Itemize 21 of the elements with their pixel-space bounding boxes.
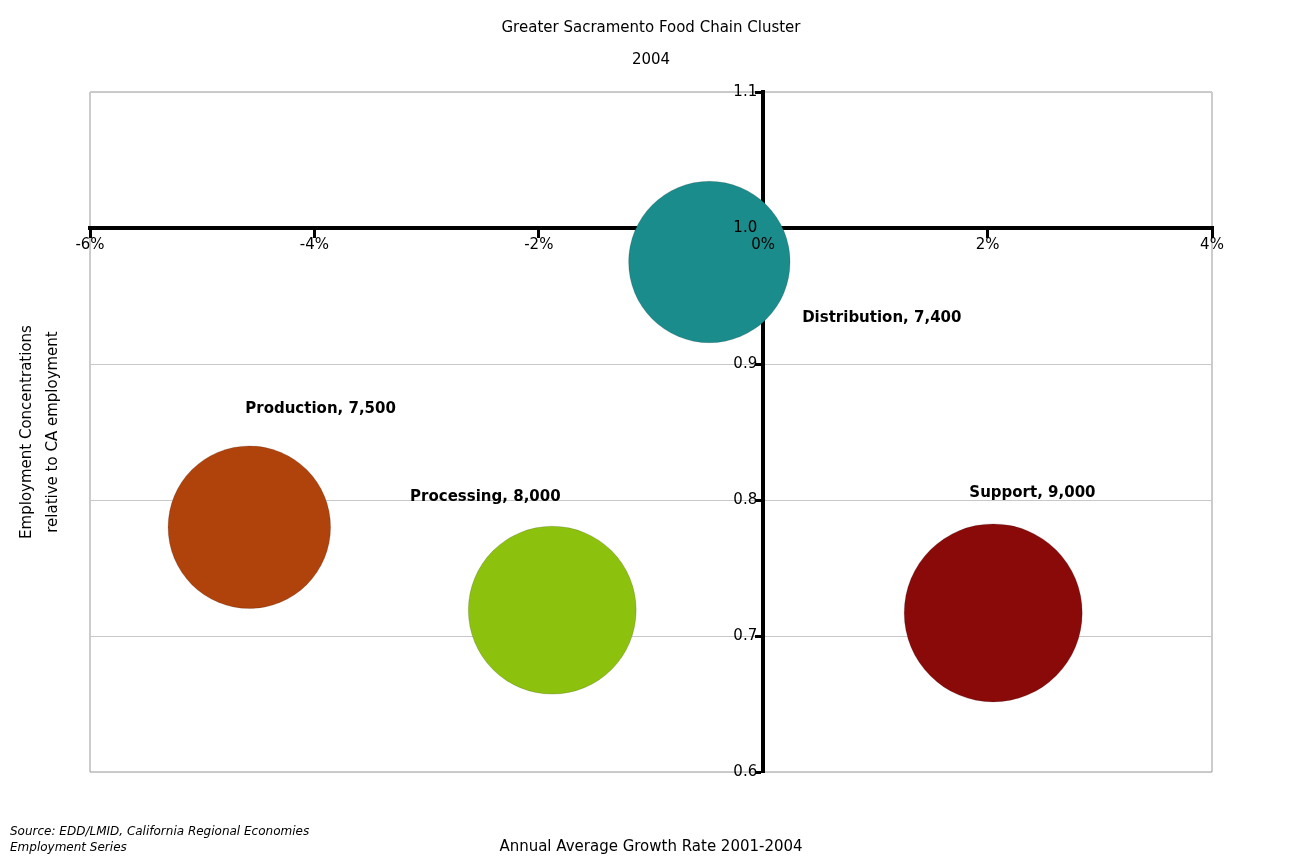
- y-tick-label: 0.6: [733, 761, 758, 780]
- y-tick-label: 1.0: [733, 217, 758, 236]
- chart-subtitle: 2004: [631, 49, 671, 68]
- x-tick-label: 4%: [1200, 235, 1224, 254]
- x-tick-label: -2%: [524, 235, 554, 254]
- data-label: Support, 9,000: [969, 482, 1096, 501]
- y-tick-label: 0.9: [733, 353, 758, 372]
- x-tick-label: -6%: [75, 235, 105, 254]
- source-note: Source: EDD/LMID, California Regional Economies Employment Series: [10, 824, 310, 855]
- data-label: Processing, 8,000: [410, 486, 561, 505]
- y-tick-label: 0.8: [733, 489, 758, 508]
- x-axis-title: Annual Average Growth Rate 2001-2004: [499, 836, 803, 855]
- x-tick-label: 2%: [975, 235, 1000, 254]
- y-tick-label: 1.1: [733, 81, 758, 100]
- data-label: Distribution, 7,400: [802, 308, 962, 327]
- y-axis-title: Employment Concentrations relative to CA employment: [16, 324, 61, 539]
- y-tick-label: 0.7: [733, 625, 758, 644]
- x-tick-label: 0%: [751, 235, 776, 254]
- x-tick-label: -4%: [299, 235, 330, 254]
- chart-title: Greater Sacramento Food Chain Cluster: [501, 17, 802, 36]
- data-label: Production, 7,500: [245, 399, 396, 418]
